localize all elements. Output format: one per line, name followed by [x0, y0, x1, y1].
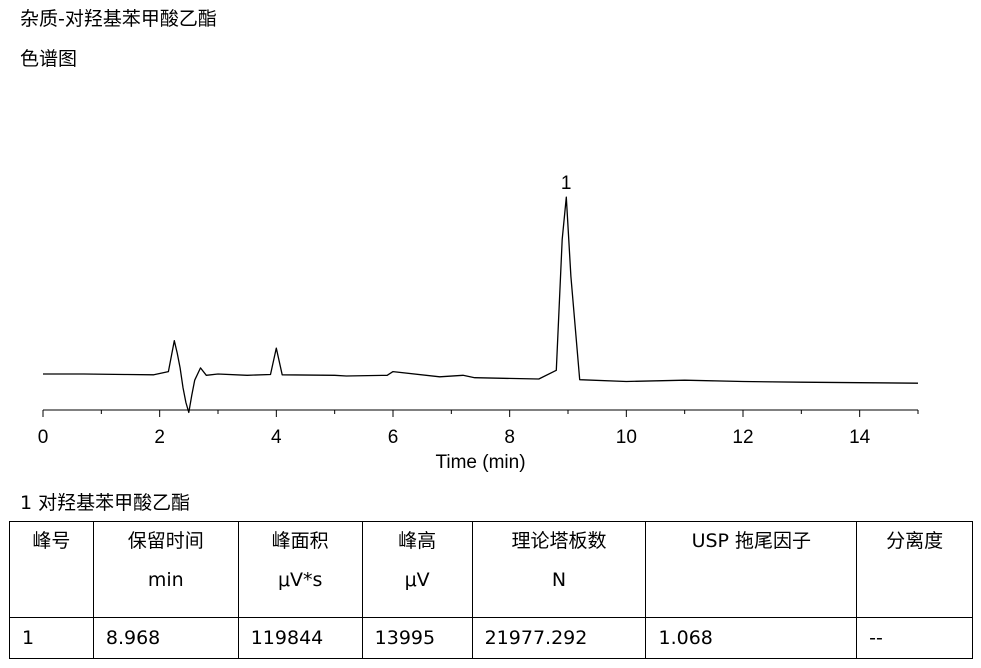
chromatogram-trace [43, 196, 919, 414]
x-tick-label: 10 [616, 427, 637, 448]
table-header-row: 峰号 保留时间 min 峰面积 μV*s 峰高 μV 理论塔板数 N USP 拖尾因子 … [9, 521, 973, 618]
cell-peak-area: 119844 [237, 617, 363, 659]
cell-retention-time: 8.968 [92, 617, 239, 659]
x-tick-label: 14 [849, 427, 871, 448]
peak-results-table: 峰号 保留时间 min 峰面积 μV*s 峰高 μV 理论塔板数 N USP 拖尾因子 … [9, 521, 973, 659]
x-axis-label: Time (min) [435, 452, 525, 473]
col-peak-height: 峰高 μV [361, 521, 473, 618]
cell-resolution: -- [856, 617, 973, 659]
peak-caption: 1 对羟基苯甲酸乙酯 [20, 492, 191, 514]
cell-theoretical-plates: 21977.292 [471, 617, 647, 659]
peak-label: 1 [561, 173, 572, 194]
col-resolution: 分离度 [856, 521, 973, 618]
cell-peak-height: 13995 [361, 617, 473, 659]
col-peak-number: 峰号 [9, 521, 94, 618]
chromatogram-label: 色谱图 [20, 48, 78, 70]
cell-usp-tailing: 1.068 [645, 617, 858, 659]
x-tick-label: 0 [38, 427, 49, 448]
col-retention-time: 保留时间 min [92, 521, 239, 618]
x-tick-label: 4 [271, 427, 282, 448]
col-peak-area: 峰面积 μV*s [237, 521, 363, 618]
x-tick-label: 12 [732, 427, 753, 448]
x-tick-label: 8 [504, 427, 515, 448]
x-tick-label: 2 [154, 427, 165, 448]
table-row: 1 8.968 119844 13995 21977.292 1.068 -- [9, 617, 973, 659]
x-tick-label: 6 [388, 427, 399, 448]
chromatogram-chart: 0 2 4 6 8 10 12 14 Time (min) 1 [38, 173, 919, 473]
col-theoretical-plates: 理论塔板数 N [471, 521, 647, 618]
col-usp-tailing: USP 拖尾因子 [645, 521, 858, 618]
page-title: 杂质-对羟基苯甲酸乙酯 [20, 8, 217, 30]
cell-peak-number: 1 [9, 617, 94, 659]
